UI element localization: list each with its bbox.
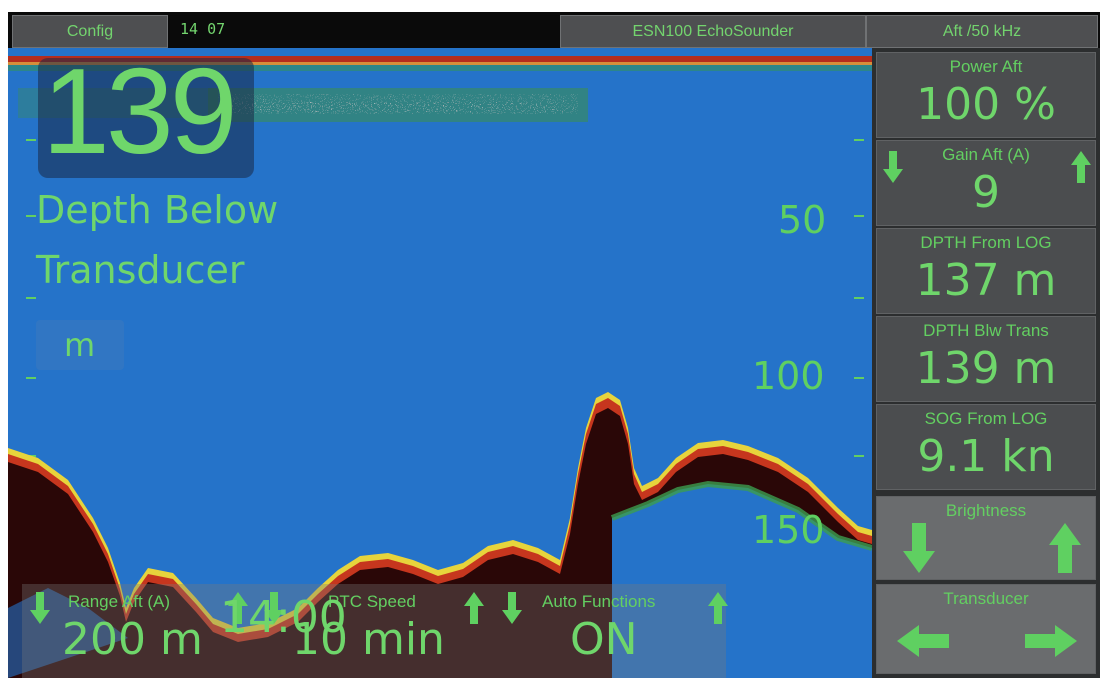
brightness-up-arrow-icon[interactable] [1049, 523, 1081, 573]
range-panel: Range Aft (A) 200 m [22, 584, 252, 678]
echogram-image [8, 56, 872, 678]
depth-label-line1: Depth Below [36, 188, 279, 232]
transducer-frequency-label[interactable]: Aft /50 kHz [866, 15, 1098, 48]
ptc-decrease-arrow-icon[interactable] [264, 592, 284, 624]
side-panel: Power Aft 100 % Gain Aft (A) 9 DPTH From… [872, 48, 1100, 678]
depth-scale-label: 150 [752, 508, 825, 552]
top-bar: Config 14 07 ESN100 EchoSounder Aft /50 … [8, 12, 1100, 48]
brightness-down-arrow-icon[interactable] [903, 523, 935, 573]
depth-readout-box: 139 [38, 50, 254, 178]
ptc-title: PTC Speed [328, 592, 416, 611]
depth-unit-box[interactable]: m [36, 320, 124, 370]
brightness-control[interactable]: Brightness [876, 496, 1096, 580]
auto-functions-title: Auto Functions [542, 592, 656, 611]
gain-decrease-arrow-icon[interactable] [883, 151, 903, 183]
sog-box[interactable]: SOG From LOG 9.1 kn [876, 404, 1096, 490]
auto-decrease-arrow-icon[interactable] [502, 592, 522, 624]
range-title: Range Aft (A) [68, 592, 171, 611]
echogram-view[interactable]: 139 Depth Below Transducer m 50 100 150 … [8, 48, 872, 678]
device-name-label: ESN100 EchoSounder [560, 15, 866, 48]
auto-increase-arrow-icon[interactable] [708, 592, 728, 624]
depth-unit-label: m [64, 326, 96, 364]
power-box[interactable]: Power Aft 100 % [876, 52, 1096, 138]
auto-functions-panel: Auto Functions ON [490, 584, 728, 678]
gain-increase-arrow-icon[interactable] [1071, 151, 1091, 183]
depth-readout-value: 139 [42, 48, 238, 179]
range-decrease-arrow-icon[interactable] [30, 592, 50, 624]
depth-from-log-title: DPTH From LOG [920, 233, 1052, 252]
sog-value: 9.1 kn [917, 431, 1055, 482]
range-value: 200 m [62, 614, 203, 665]
ptc-increase-arrow-icon[interactable] [464, 592, 484, 624]
depth-scale-label: 100 [752, 354, 825, 398]
power-title: Power Aft [949, 57, 1023, 76]
power-value: 100 % [916, 79, 1056, 130]
depth-from-log-value: 137 m [915, 255, 1057, 306]
transducer-title: Transducer [943, 589, 1029, 608]
clock-display: 14 07 [180, 20, 226, 38]
config-button[interactable]: Config [12, 15, 168, 48]
sog-title: SOG From LOG [924, 409, 1048, 428]
depth-below-transducer-box[interactable]: DPTH Blw Trans 139 m [876, 316, 1096, 402]
range-increase-arrow-icon[interactable] [228, 592, 248, 624]
depth-label-line2: Transducer [36, 248, 245, 292]
brightness-title: Brightness [945, 501, 1027, 520]
transducer-control[interactable]: Transducer [876, 584, 1096, 674]
overlay-time: 14:00 [220, 592, 347, 643]
echosounder-window: Config 14 07 ESN100 EchoSounder Aft /50 … [8, 12, 1100, 678]
transducer-right-arrow-icon[interactable] [1025, 625, 1077, 657]
depth-below-transducer-value: 139 m [915, 343, 1057, 394]
auto-functions-value: ON [570, 614, 638, 665]
gain-title: Gain Aft (A) [942, 145, 1030, 164]
gain-value: 9 [972, 167, 1000, 218]
ptc-value: 10 min [292, 614, 445, 665]
gain-box[interactable]: Gain Aft (A) 9 [876, 140, 1096, 226]
ptc-speed-panel: PTC Speed 10 min [252, 584, 490, 678]
depth-below-transducer-title: DPTH Blw Trans [923, 321, 1049, 340]
transducer-left-arrow-icon[interactable] [897, 625, 949, 657]
depth-from-log-box[interactable]: DPTH From LOG 137 m [876, 228, 1096, 314]
depth-scale-label: 50 [778, 198, 827, 242]
